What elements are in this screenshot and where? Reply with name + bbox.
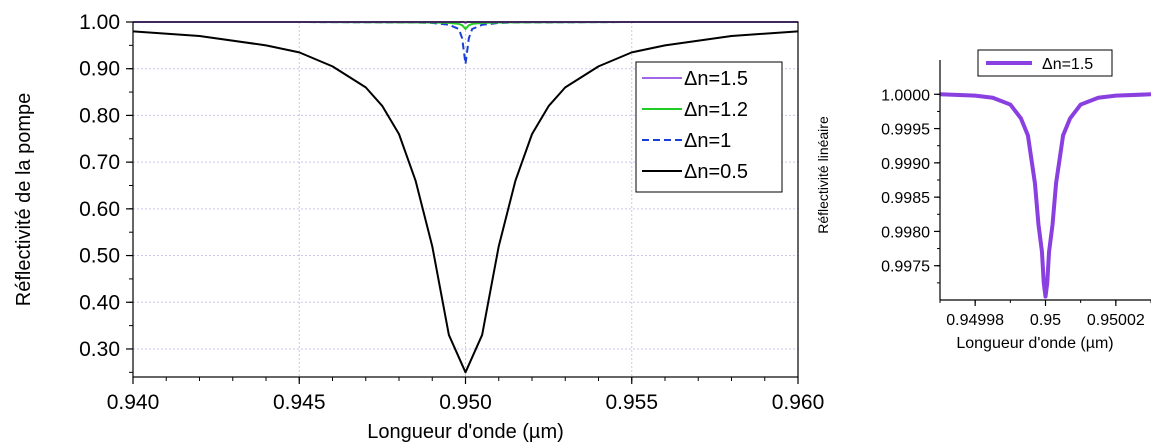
x-tick-label: 0.960 [772,391,825,414]
y-tick-label: 0.70 [79,151,120,174]
inset-chart-series [939,92,1151,299]
inset-chart-x-axis-title: Longueur d'onde (µm) [956,335,1113,352]
inset-y-tick-label: 1.0000 [881,87,930,104]
inset-y-tick-label: 0.9975 [881,259,930,276]
main-chart-ticks: 0.940 0.945 0.950 0.955 0.960 0.30 0.40 0.50 0.6… [79,11,824,414]
y-tick-label: 0.60 [79,198,120,221]
y-tick-label: 0.40 [79,291,120,314]
inset-chart-y-axis-title: Réflectivité linéaire [815,116,831,234]
legend-label: Δn=1 [684,130,731,152]
inset-x-tick-label: 0.95002 [1087,312,1145,329]
legend-label: Δn=1.2 [684,99,748,121]
inset-x-tick-label: 0.94998 [946,312,1004,329]
inset-legend-label: Δn=1.5 [1042,56,1093,73]
inset-series-line [939,92,1151,299]
y-tick-label: 0.90 [79,58,120,81]
inset-y-tick-label: 0.9980 [881,224,930,241]
x-tick-label: 0.945 [273,391,326,414]
y-tick-label: 0.50 [79,245,120,268]
inset-x-tick-label: 0.95 [1030,312,1061,329]
legend-label: Δn=0.5 [684,161,748,183]
inset-chart: 0.94998 0.95 0.95002 0.9975 0.9980 0.9985 0.99… [815,49,1151,352]
inset-chart-legend: Δn=1.5 [977,49,1113,77]
inset-y-tick-label: 0.9985 [881,190,930,207]
inset-chart-ticks: 0.94998 0.95 0.95002 0.9975 0.9980 0.9985 0.99… [881,87,1151,329]
y-tick-label: 1.00 [79,11,120,34]
y-tick-label: 0.80 [79,104,120,127]
main-chart-legend: Δn=1.5 Δn=1.2 Δn=1 Δn=0.5 [635,61,783,193]
x-tick-label: 0.940 [107,391,160,414]
series-line-3 [132,30,799,374]
inset-y-tick-label: 0.9995 [881,122,930,139]
legend-label: Δn=1.5 [684,68,748,90]
main-chart: 0.940 0.945 0.950 0.955 0.960 0.30 0.40 0.50 0.6… [13,11,824,443]
x-tick-label: 0.950 [439,391,492,414]
inset-y-tick-label: 0.9990 [881,156,930,173]
y-tick-label: 0.30 [79,338,120,361]
main-chart-y-axis-title: Réflectivité de la pompe [13,93,35,306]
main-chart-x-axis-title: Longueur d'onde (µm) [367,421,564,443]
x-tick-label: 0.955 [605,391,658,414]
